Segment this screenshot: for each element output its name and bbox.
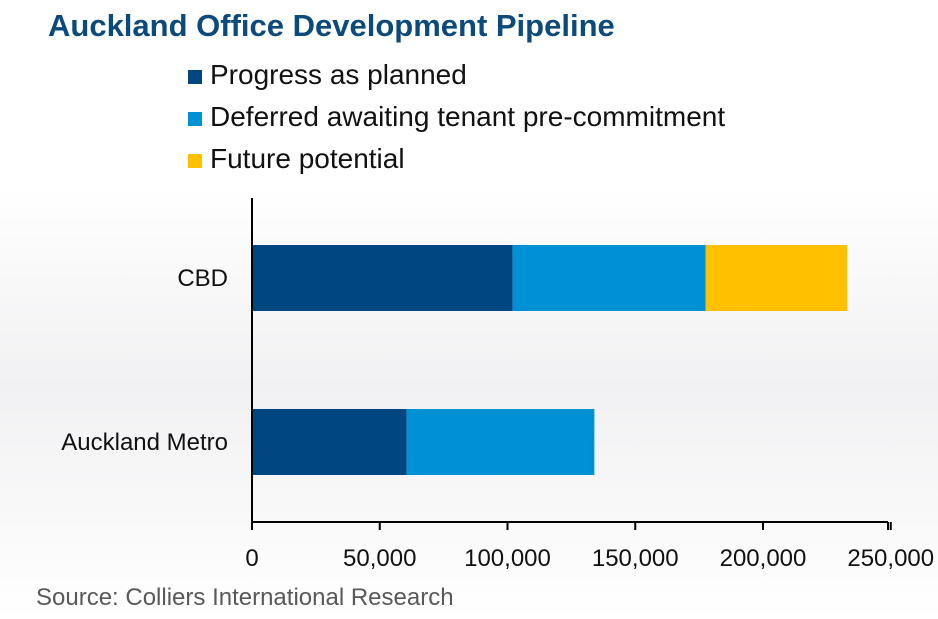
x-tick-label: 150,000 — [592, 545, 679, 572]
legend-item-deferred: Deferred awaiting tenant pre-commitment — [188, 96, 725, 138]
legend-item-progress: Progress as planned — [188, 54, 725, 96]
bar-segment-auckland-metro-0 — [252, 409, 407, 475]
x-tick-label: 250,000 — [847, 545, 934, 572]
bar-chart: CBD Auckland Metro 0 50,000 100,000 150,000 20… — [61, 198, 934, 572]
x-tick-label: 200,000 — [720, 545, 807, 572]
legend-label-future: Future potential — [210, 143, 405, 174]
source-note: Source: Colliers International Research — [36, 584, 454, 611]
chart-legend: Progress as planned Deferred awaiting te… — [188, 54, 725, 180]
bar-segment-cbd-1 — [512, 245, 706, 311]
chart-title: Auckland Office Development Pipeline — [48, 8, 615, 43]
legend-swatch-deferred — [188, 111, 202, 126]
x-tick-label: 0 — [245, 545, 258, 572]
category-label: Auckland Metro — [61, 429, 228, 456]
legend-swatch-progress — [188, 69, 202, 84]
legend-label-deferred: Deferred awaiting tenant pre-commitment — [210, 101, 726, 132]
bar-segment-cbd-2 — [705, 245, 848, 311]
bar-segment-cbd-0 — [252, 245, 513, 311]
x-tick-label: 100,000 — [464, 545, 551, 572]
x-tick-label: 50,000 — [343, 545, 416, 572]
bar-segment-auckland-metro-1 — [406, 409, 595, 475]
legend-item-future: Future potential — [188, 138, 725, 180]
legend-swatch-future — [188, 153, 202, 168]
legend-label-progress: Progress as planned — [210, 59, 467, 90]
category-label: CBD — [177, 265, 228, 292]
